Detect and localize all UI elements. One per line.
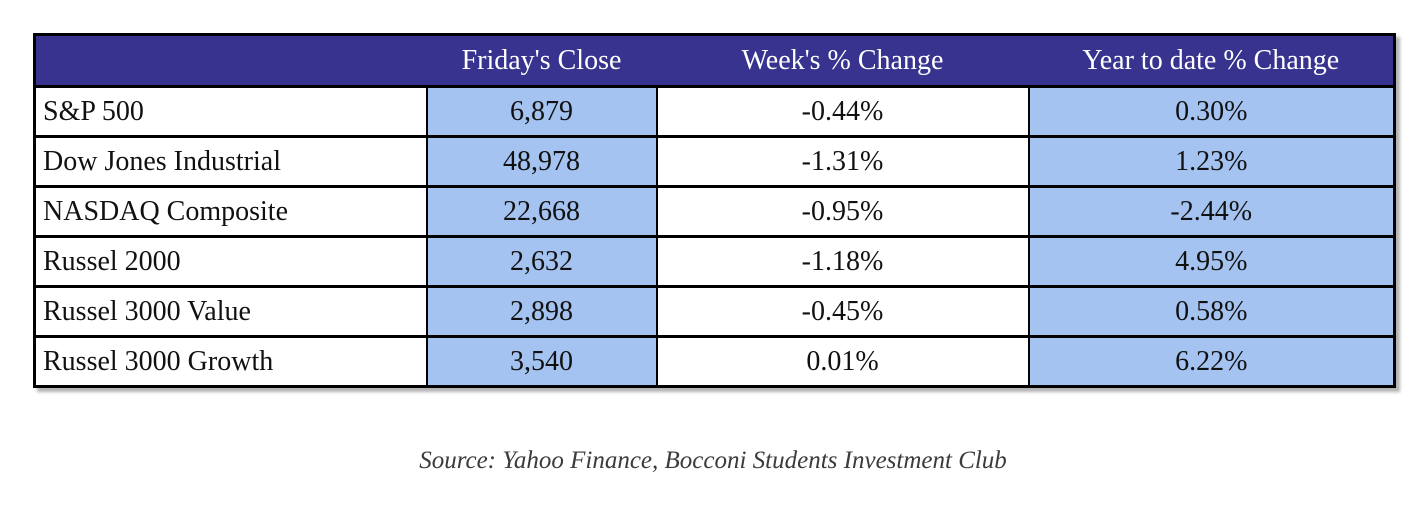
week-change-cell: 0.01% <box>655 335 1030 388</box>
close-value-cell: 22,668 <box>425 185 658 238</box>
header-cell-blank <box>34 34 427 88</box>
market-indices-table-container: Friday's Close Week's % Change Year to d… <box>33 33 1396 388</box>
ytd-change-cell: -2.44% <box>1027 185 1396 238</box>
close-value-cell: 48,978 <box>425 135 658 188</box>
ytd-change-cell: 6.22% <box>1027 335 1396 388</box>
index-name-cell: NASDAQ Composite <box>33 185 428 238</box>
header-row: Friday's Close Week's % Change Year to d… <box>34 34 1395 88</box>
ytd-change-cell: 1.23% <box>1027 135 1396 188</box>
week-change-cell: -0.44% <box>655 85 1030 138</box>
close-value-cell: 2,898 <box>425 285 658 338</box>
index-name-cell: Russel 2000 <box>33 235 428 288</box>
close-value-cell: 3,540 <box>425 335 658 388</box>
market-indices-table: Friday's Close Week's % Change Year to d… <box>33 33 1396 388</box>
close-value-cell: 2,632 <box>425 235 658 288</box>
table-row-dow-jones: Dow Jones Industrial 48,978 -1.31% 1.23% <box>33 135 1396 188</box>
week-change-cell: -0.95% <box>655 185 1030 238</box>
table-row-sp500: S&P 500 6,879 -0.44% 0.30% <box>33 85 1396 138</box>
header-cell-fridays-close: Friday's Close <box>426 34 657 88</box>
index-name-cell: Russel 3000 Value <box>33 285 428 338</box>
table-row-russel-3000-growth: Russel 3000 Growth 3,540 0.01% 6.22% <box>33 335 1396 388</box>
index-name-cell: Russel 3000 Growth <box>33 335 428 388</box>
table-row-russel-3000-value: Russel 3000 Value 2,898 -0.45% 0.58% <box>33 285 1396 338</box>
week-change-cell: -0.45% <box>655 285 1030 338</box>
index-name-cell: S&P 500 <box>33 85 428 138</box>
ytd-change-cell: 0.30% <box>1027 85 1396 138</box>
week-change-cell: -1.31% <box>655 135 1030 188</box>
table-body: S&P 500 6,879 -0.44% 0.30% Dow Jones Ind… <box>33 85 1396 388</box>
ytd-change-cell: 0.58% <box>1027 285 1396 338</box>
table-header: Friday's Close Week's % Change Year to d… <box>34 34 1395 88</box>
table-row-nasdaq: NASDAQ Composite 22,668 -0.95% -2.44% <box>33 185 1396 238</box>
ytd-change-cell: 4.95% <box>1027 235 1396 288</box>
header-cell-ytd-pct-change: Year to date % Change <box>1028 34 1395 88</box>
table-row-russel-2000: Russel 2000 2,632 -1.18% 4.95% <box>33 235 1396 288</box>
week-change-cell: -1.18% <box>655 235 1030 288</box>
close-value-cell: 6,879 <box>425 85 658 138</box>
index-name-cell: Dow Jones Industrial <box>33 135 428 188</box>
source-note: Source: Yahoo Finance, Bocconi Students … <box>419 447 1007 474</box>
header-cell-week-pct-change: Week's % Change <box>656 34 1029 88</box>
